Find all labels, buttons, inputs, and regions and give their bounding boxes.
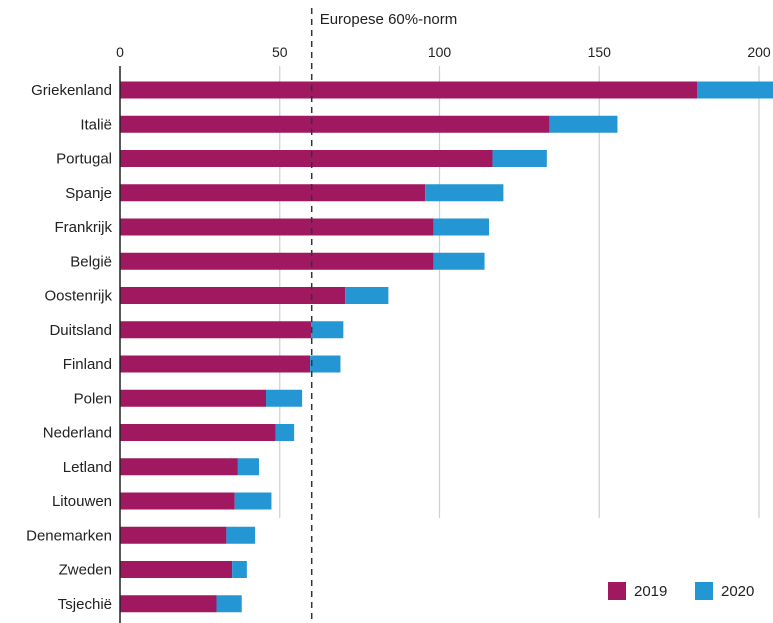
bar-2020 [237, 458, 259, 476]
x-tick-labels: 0 50 100 150 200 [116, 44, 771, 60]
category-label: Polen [74, 390, 112, 407]
category-label: Griekenland [31, 82, 112, 99]
category-label: Italië [80, 116, 112, 133]
bar-2020 [433, 218, 490, 236]
bar-2020 [266, 389, 303, 407]
category-label: Denemarken [26, 527, 112, 544]
category-label: Finland [63, 356, 112, 373]
bar-2020 [216, 595, 242, 613]
legend-label: 2020 [721, 583, 754, 600]
bars [120, 81, 773, 613]
category-label: Frankrijk [54, 219, 112, 236]
category-label: België [70, 253, 112, 270]
x-tick-label: 150 [588, 44, 612, 60]
bar-2019 [120, 389, 267, 407]
legend: 2019 2020 [608, 582, 754, 600]
bar-2019 [120, 458, 238, 476]
category-labels: Griekenland Italië Portugal Spanje Frankrijk… [26, 82, 112, 613]
bar-2020 [310, 355, 341, 373]
category-label: Spanje [65, 185, 112, 202]
category-label: Zweden [59, 562, 112, 579]
x-tick-label: 100 [428, 44, 452, 60]
category-label: Litouwen [52, 493, 112, 510]
reference-line-group: Europese 60%-norm [310, 8, 458, 623]
bar-2019 [120, 321, 312, 339]
bar-2020 [345, 287, 389, 304]
legend-label: 2019 [634, 583, 667, 600]
category-label: Portugal [56, 151, 112, 168]
bar-2020 [311, 321, 344, 339]
bar-2019 [120, 526, 227, 544]
bar-2020 [234, 492, 272, 510]
category-label: Duitsland [49, 322, 112, 339]
legend-swatch-2019 [608, 582, 626, 600]
bar-2019 [120, 218, 434, 236]
bar-2020 [275, 424, 295, 441]
x-tick-label: 200 [747, 44, 771, 60]
category-label: Letland [63, 459, 112, 476]
bar-2019 [120, 595, 217, 613]
bar-2019 [120, 424, 276, 441]
bar-2019 [120, 81, 698, 99]
bar-2019 [120, 492, 235, 510]
bar-2020 [425, 184, 504, 202]
legend-swatch-2020 [695, 582, 713, 600]
bar-2020 [549, 115, 618, 133]
category-label: Tsjechië [58, 596, 112, 613]
x-tick-label: 50 [272, 44, 288, 60]
bar-2019 [120, 115, 550, 133]
bar-2019 [120, 184, 426, 202]
reference-line-label: Europese 60%-norm [320, 11, 458, 28]
bar-2019 [120, 561, 233, 578]
category-label: Nederland [43, 425, 112, 442]
bar-2019 [120, 287, 346, 304]
x-tick-label: 0 [116, 44, 124, 60]
bar-2020 [697, 81, 773, 99]
bar-2020 [492, 150, 547, 167]
bar-2020 [232, 561, 247, 578]
bar-2019 [120, 150, 493, 167]
bar-2020 [226, 526, 256, 544]
bar-2020 [433, 252, 485, 270]
category-label: Oostenrijk [44, 288, 112, 305]
bar-2019 [120, 355, 311, 373]
bar-2019 [120, 252, 434, 270]
